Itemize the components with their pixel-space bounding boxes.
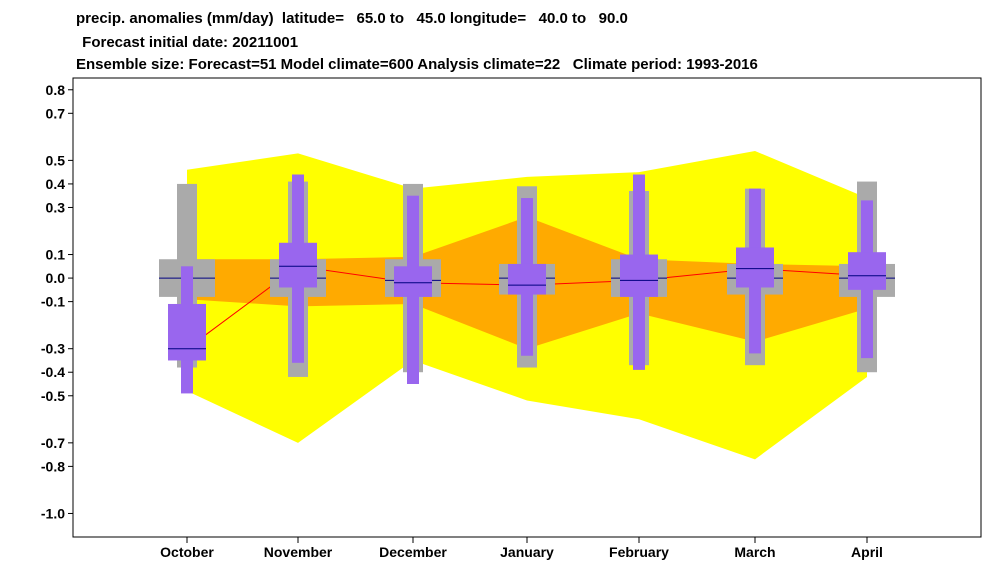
x-tick-label-march: March (734, 544, 775, 560)
y-tick-label: 0.0 (46, 270, 66, 286)
forecast-box-march (736, 188, 774, 354)
forecast-box-april (848, 200, 886, 359)
y-tick-label: -0.4 (41, 364, 65, 380)
y-tick-label: -0.8 (41, 458, 65, 474)
x-tick-label-january: January (500, 544, 554, 560)
chart-title-line-2: Forecast initial date: 20211001 (78, 34, 299, 51)
x-tick-label-april: April (851, 544, 883, 560)
chart-title-line-3: Ensemble size: Forecast=51 Model climate… (76, 56, 758, 73)
forecast-iqr-box (168, 303, 206, 361)
box-plots (159, 174, 895, 394)
axes: 0.8 0.7 0.5 0.4 0.3 0.1 0.0 -0.1 -0.3 -0.4 -0.5 -0.… (41, 77, 982, 560)
y-tick-label: 0.1 (46, 247, 66, 263)
x-tick-label-december: December (379, 544, 447, 560)
y-tick-label: 0.3 (46, 199, 66, 215)
y-tick-label: 0.7 (46, 105, 66, 121)
forecast-box-february (620, 174, 658, 370)
forecast-iqr-box (848, 252, 886, 290)
y-tick-label: -1.0 (41, 505, 65, 521)
forecast-iqr-box (736, 247, 774, 288)
forecast-box-january (508, 198, 546, 356)
forecast-iqr-box (279, 242, 317, 288)
x-tick-label-october: October (160, 544, 214, 560)
forecast-iqr-box (620, 254, 658, 297)
y-tick-label: -0.7 (41, 435, 65, 451)
x-tick-label-february: February (609, 544, 669, 560)
forecast-box-october (168, 266, 206, 394)
forecast-box-december (394, 195, 432, 384)
x-tick-label-november: November (264, 544, 333, 560)
y-tick-label: 0.4 (46, 176, 66, 192)
forecast-box-november (279, 174, 317, 363)
y-tick-label: -0.5 (41, 388, 65, 404)
y-tick-label: -0.3 (41, 341, 65, 357)
forecast-iqr-box (508, 263, 546, 295)
forecast-iqr-box (394, 266, 432, 297)
y-tick-label: -0.1 (41, 294, 65, 310)
chart-title-line-1: precip. anomalies (mm/day) latitude= 65.… (76, 10, 628, 27)
y-tick-label: 0.8 (46, 82, 66, 98)
y-tick-label: 0.5 (46, 152, 66, 168)
